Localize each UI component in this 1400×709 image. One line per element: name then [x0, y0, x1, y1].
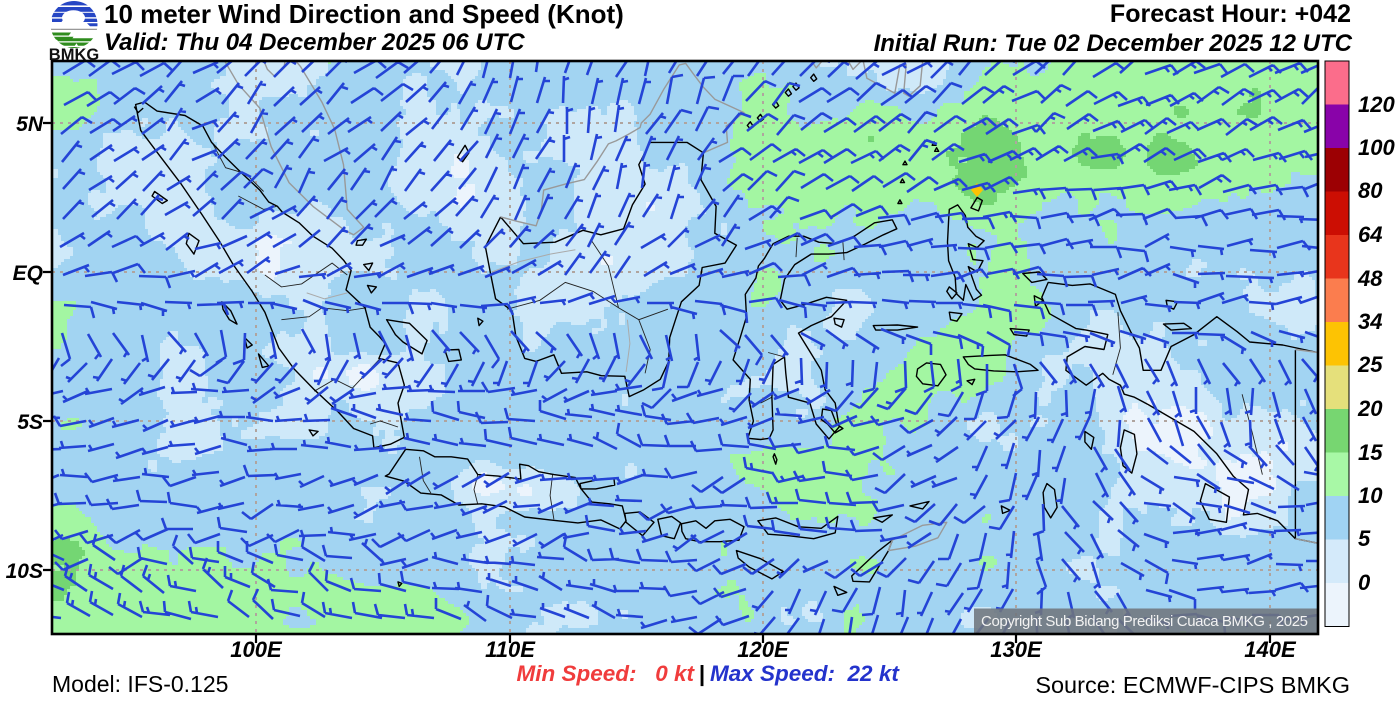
- svg-text:130E: 130E: [990, 637, 1043, 662]
- svg-text:48: 48: [1357, 266, 1383, 291]
- svg-text:120E: 120E: [737, 637, 790, 662]
- svg-text:Forecast Hour: +042: Forecast Hour: +042: [1110, 0, 1351, 28]
- svg-text:20: 20: [1357, 396, 1383, 421]
- svg-text:EQ: EQ: [13, 262, 43, 285]
- svg-text:Copyright Sub Bidang Prediksi: Copyright Sub Bidang Prediksi Cuaca BMKG…: [981, 613, 1308, 630]
- svg-text:34: 34: [1358, 309, 1382, 334]
- svg-text:5S: 5S: [17, 411, 43, 434]
- svg-text:Valid: Thu 04 December 2025 06: Valid: Thu 04 December 2025 06 UTC: [104, 29, 525, 56]
- svg-text:64: 64: [1358, 222, 1382, 247]
- svg-text:10S: 10S: [6, 560, 43, 583]
- svg-text:110E: 110E: [485, 637, 536, 662]
- svg-text:Source: ECMWF-CIPS BMKG: Source: ECMWF-CIPS BMKG: [1035, 672, 1350, 698]
- svg-text:120: 120: [1358, 92, 1395, 117]
- svg-text:|: |: [699, 661, 705, 686]
- svg-text:10: 10: [1358, 483, 1383, 508]
- svg-text:Max Speed: 22 kt: Max Speed: 22 kt: [710, 661, 900, 686]
- svg-text:0: 0: [1358, 570, 1371, 595]
- svg-text:140E: 140E: [1244, 637, 1297, 662]
- svg-text:Min Speed: 0 kt: Min Speed: 0 kt: [516, 661, 695, 686]
- svg-text:Initial Run: Tue 02 December 2: Initial Run: Tue 02 December 2025 12 UTC: [874, 30, 1353, 57]
- svg-text:80: 80: [1358, 178, 1383, 203]
- svg-text:Model: IFS-0.125: Model: IFS-0.125: [52, 671, 228, 697]
- svg-text:BMKG: BMKG: [49, 46, 99, 64]
- svg-text:5N: 5N: [16, 113, 44, 136]
- svg-text:15: 15: [1358, 440, 1383, 465]
- svg-text:100E: 100E: [230, 637, 283, 662]
- svg-text:100: 100: [1358, 135, 1395, 160]
- svg-text:5: 5: [1358, 526, 1371, 551]
- svg-text:25: 25: [1357, 352, 1383, 377]
- svg-text:10 meter Wind Direction and Sp: 10 meter Wind Direction and Speed (Knot): [104, 0, 624, 29]
